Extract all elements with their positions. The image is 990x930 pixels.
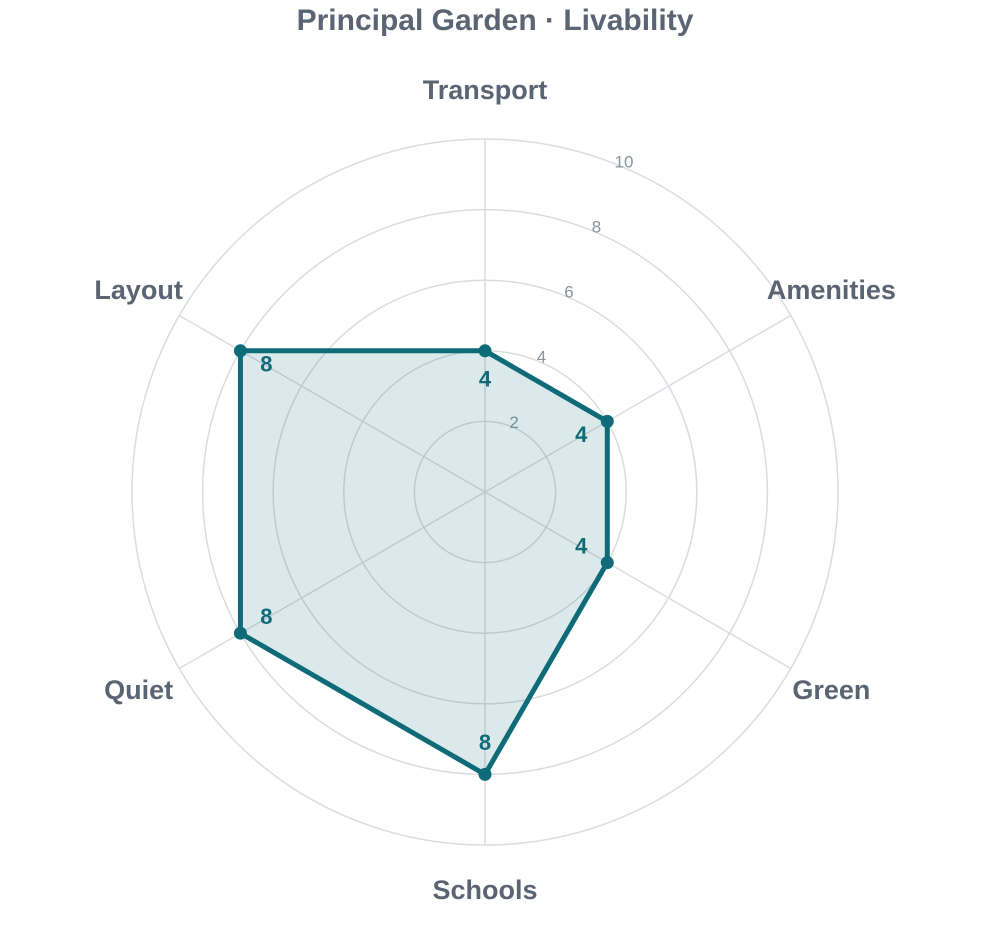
- radar-point: [233, 344, 247, 358]
- radar-point: [600, 556, 614, 570]
- value-label: 4: [575, 533, 588, 558]
- value-label: 4: [479, 367, 492, 392]
- category-label: Amenities: [767, 275, 896, 305]
- spoke: [484, 491, 792, 670]
- grid-ring: [413, 420, 557, 564]
- r-tick-label: 6: [564, 283, 573, 302]
- chart-title: Principal Garden · Livability: [297, 4, 694, 37]
- spoke: [484, 314, 792, 493]
- category-label: Green: [792, 675, 870, 705]
- spoke: [178, 491, 486, 670]
- category-label: Schools: [432, 875, 537, 905]
- grid-ring: [272, 279, 698, 705]
- grid-ring: [131, 138, 839, 846]
- category-label: Layout: [94, 275, 183, 305]
- r-tick-label: 2: [509, 413, 518, 432]
- r-tick-label: 8: [592, 218, 601, 237]
- radar-point: [600, 414, 614, 428]
- value-label: 8: [479, 730, 491, 755]
- r-tick-label: 10: [615, 153, 634, 172]
- radar-point: [478, 344, 492, 358]
- spoke: [178, 314, 486, 493]
- value-label: 8: [260, 352, 272, 377]
- r-tick-label: 4: [537, 348, 546, 367]
- value-label: 4: [575, 422, 588, 447]
- value-label: 8: [260, 604, 272, 629]
- radar-area: [237, 348, 610, 777]
- category-label: Quiet: [104, 675, 173, 705]
- radar-point: [233, 626, 247, 640]
- radar-point: [478, 767, 492, 781]
- category-label: Transport: [423, 75, 548, 105]
